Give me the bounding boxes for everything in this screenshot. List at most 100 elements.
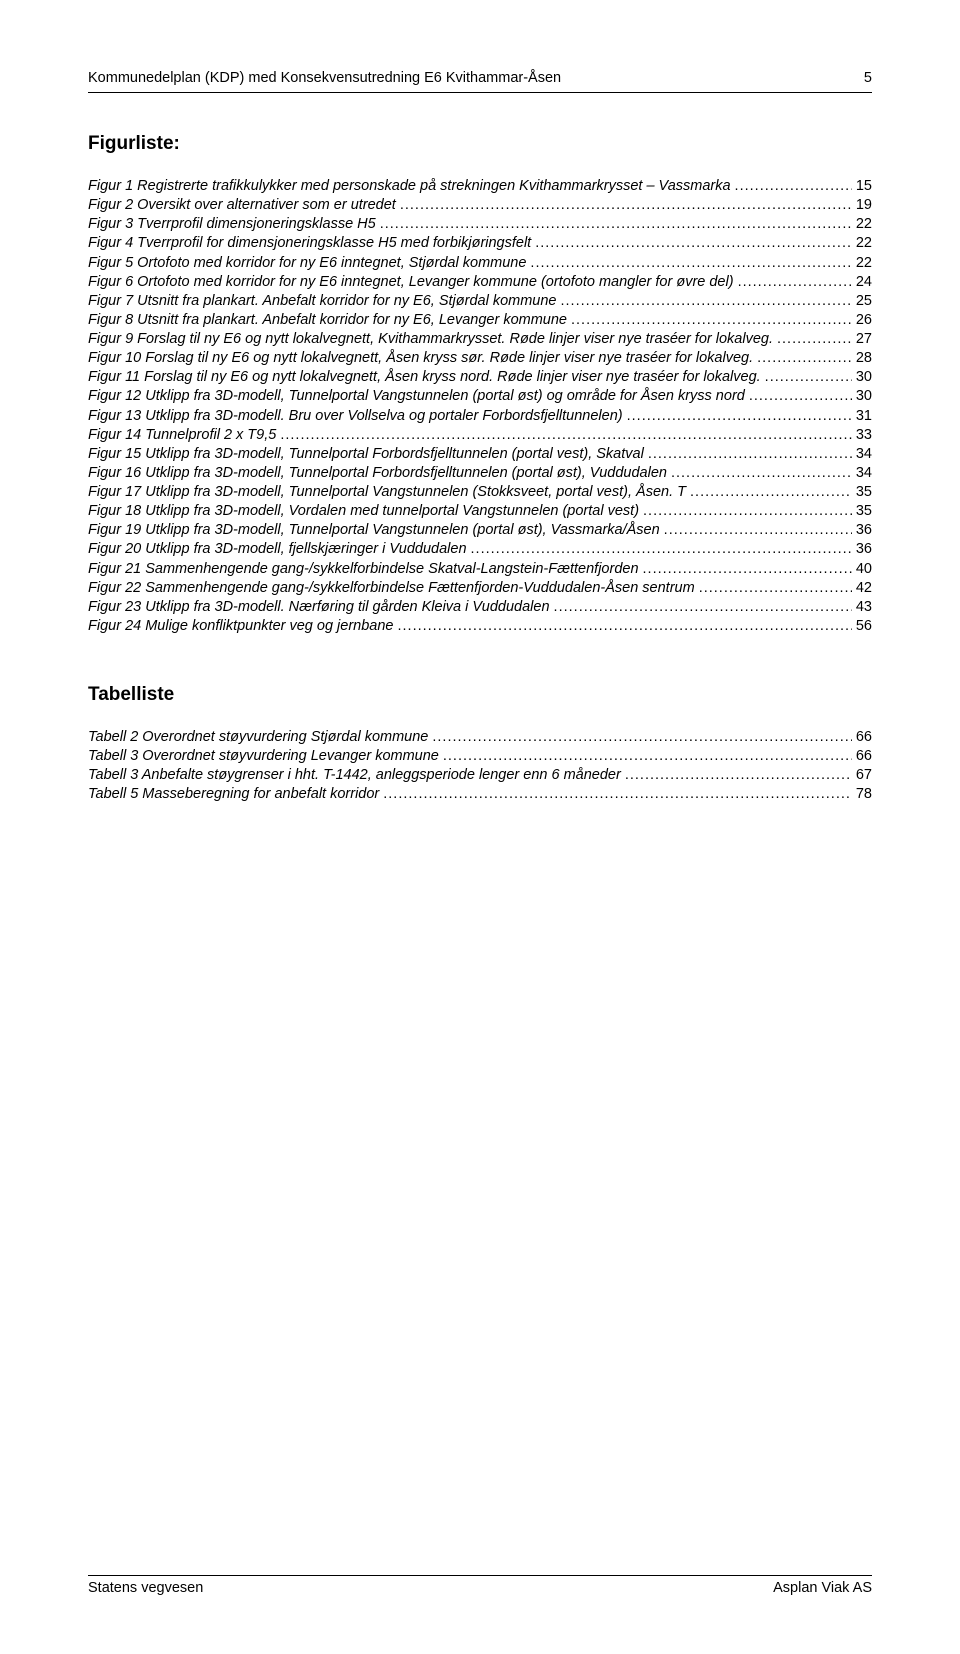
leader-dots [671,464,852,483]
leader-dots [690,483,852,502]
figure-entry-page: 26 [856,311,872,330]
figure-entry: Figur 11 Forslag til ny E6 og nytt lokal… [88,368,872,387]
figure-entry-page: 56 [856,617,872,636]
figure-entry: Figur 12 Utklipp fra 3D-modell, Tunnelpo… [88,387,872,406]
leader-dots [383,785,852,804]
table-entry: Tabell 5 Masseberegning for anbefalt kor… [88,785,872,804]
leader-dots [643,560,852,579]
figure-entry-page: 30 [856,368,872,387]
leader-dots [380,215,852,234]
leader-dots [648,445,852,464]
figure-entry-page: 33 [856,426,872,445]
figure-entry-label: Figur 14 Tunnelprofil 2 x T9,5 [88,426,276,445]
figure-entry: Figur 6 Ortofoto med korridor for ny E6 … [88,273,872,292]
figure-entry-page: 43 [856,598,872,617]
figure-entry-label: Figur 8 Utsnitt fra plankart. Anbefalt k… [88,311,567,330]
figure-entry-label: Figur 18 Utklipp fra 3D-modell, Vordalen… [88,502,639,521]
figure-entry-page: 22 [856,234,872,253]
leader-dots [777,330,852,349]
leader-dots [757,349,852,368]
figure-entry-label: Figur 5 Ortofoto med korridor for ny E6 … [88,254,526,273]
figure-entry-label: Figur 24 Mulige konfliktpunkter veg og j… [88,617,393,636]
leader-dots [530,254,851,273]
header-title: Kommunedelplan (KDP) med Konsekvensutred… [88,70,561,86]
figure-entry: Figur 4 Tverrprofil for dimensjoneringsk… [88,234,872,253]
figure-entry: Figur 18 Utklipp fra 3D-modell, Vordalen… [88,502,872,521]
figure-entry: Figur 3 Tverrprofil dimensjoneringsklass… [88,215,872,234]
table-entry: Tabell 3 Anbefalte støygrenser i hht. T-… [88,766,872,785]
figure-entry: Figur 23 Utklipp fra 3D-modell. Nærførin… [88,598,872,617]
figure-entry: Figur 5 Ortofoto med korridor for ny E6 … [88,254,872,273]
page-header: Kommunedelplan (KDP) med Konsekvensutred… [88,70,872,86]
figure-entry-page: 34 [856,445,872,464]
figure-entry-page: 24 [856,273,872,292]
table-entry-page: 66 [856,728,872,747]
leader-dots [432,728,851,747]
table-entry-page: 67 [856,766,872,785]
figure-entry: Figur 15 Utklipp fra 3D-modell, Tunnelpo… [88,445,872,464]
figure-list-title: Figurliste: [88,133,872,155]
figure-entry: Figur 13 Utklipp fra 3D-modell. Bru over… [88,407,872,426]
leader-dots [664,521,852,540]
figure-entry-label: Figur 9 Forslag til ny E6 og nytt lokalv… [88,330,773,349]
figure-entry-label: Figur 11 Forslag til ny E6 og nytt lokal… [88,368,761,387]
table-entry: Tabell 3 Overordnet støyvurdering Levang… [88,747,872,766]
page-footer: Statens vegvesen Asplan Viak AS [88,1575,872,1596]
figure-entry: Figur 17 Utklipp fra 3D-modell, Tunnelpo… [88,483,872,502]
figure-entry-page: 27 [856,330,872,349]
leader-dots [443,747,852,766]
figure-entry-page: 35 [856,502,872,521]
leader-dots [625,766,852,785]
leader-dots [735,177,852,196]
figure-entry: Figur 2 Oversikt over alternativer som e… [88,196,872,215]
leader-dots [699,579,852,598]
figure-entry: Figur 8 Utsnitt fra plankart. Anbefalt k… [88,311,872,330]
table-entry-label: Tabell 5 Masseberegning for anbefalt kor… [88,785,379,804]
figure-entry-page: 36 [856,521,872,540]
leader-dots [471,540,852,559]
figure-entry: Figur 22 Sammenhengende gang-/sykkelforb… [88,579,872,598]
figure-entry-label: Figur 15 Utklipp fra 3D-modell, Tunnelpo… [88,445,644,464]
figure-entry: Figur 14 Tunnelprofil 2 x T9,5 33 [88,426,872,445]
figure-entry-page: 19 [856,196,872,215]
footer-right: Asplan Viak AS [773,1580,872,1596]
figure-entry-label: Figur 2 Oversikt over alternativer som e… [88,196,396,215]
figure-entry: Figur 16 Utklipp fra 3D-modell, Tunnelpo… [88,464,872,483]
figure-entry-label: Figur 19 Utklipp fra 3D-modell, Tunnelpo… [88,521,660,540]
figure-list: Figur 1 Registrerte trafikkulykker med p… [88,177,872,636]
figure-entry-page: 25 [856,292,872,311]
figure-entry-label: Figur 13 Utklipp fra 3D-modell. Bru over… [88,407,623,426]
leader-dots [397,617,851,636]
table-list-title: Tabelliste [88,684,872,706]
figure-entry-page: 36 [856,540,872,559]
figure-entry: Figur 9 Forslag til ny E6 og nytt lokalv… [88,330,872,349]
figure-entry-label: Figur 6 Ortofoto med korridor for ny E6 … [88,273,734,292]
table-entry-page: 66 [856,747,872,766]
leader-dots [643,502,852,521]
figure-entry: Figur 20 Utklipp fra 3D-modell, fjellskj… [88,540,872,559]
figure-entry-label: Figur 23 Utklipp fra 3D-modell. Nærførin… [88,598,550,617]
figure-entry-label: Figur 21 Sammenhengende gang-/sykkelforb… [88,560,639,579]
header-divider [88,92,872,93]
leader-dots [765,368,852,387]
leader-dots [535,234,852,253]
leader-dots [571,311,852,330]
figure-entry: Figur 1 Registrerte trafikkulykker med p… [88,177,872,196]
figure-entry-label: Figur 7 Utsnitt fra plankart. Anbefalt k… [88,292,556,311]
table-list: Tabell 2 Overordnet støyvurdering Stjørd… [88,728,872,805]
figure-entry-page: 30 [856,387,872,406]
figure-entry: Figur 10 Forslag til ny E6 og nytt lokal… [88,349,872,368]
footer-divider [88,1575,872,1576]
figure-entry-label: Figur 10 Forslag til ny E6 og nytt lokal… [88,349,753,368]
figure-entry-page: 34 [856,464,872,483]
figure-entry-label: Figur 12 Utklipp fra 3D-modell, Tunnelpo… [88,387,745,406]
figure-entry-label: Figur 20 Utklipp fra 3D-modell, fjellskj… [88,540,467,559]
figure-entry-page: 22 [856,254,872,273]
figure-entry-label: Figur 17 Utklipp fra 3D-modell, Tunnelpo… [88,483,686,502]
table-entry-page: 78 [856,785,872,804]
table-entry-label: Tabell 3 Anbefalte støygrenser i hht. T-… [88,766,621,785]
figure-entry-label: Figur 16 Utklipp fra 3D-modell, Tunnelpo… [88,464,667,483]
footer-left: Statens vegvesen [88,1580,203,1596]
figure-entry-page: 35 [856,483,872,502]
figure-entry-page: 40 [856,560,872,579]
